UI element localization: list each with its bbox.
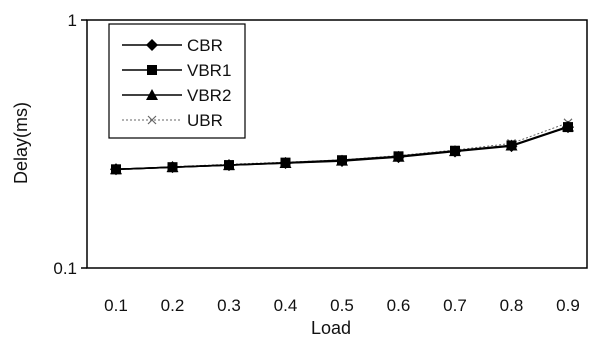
data-point-cbr: [279, 157, 292, 170]
x-tick-label: 0.9: [556, 296, 580, 315]
data-point-cbr: [223, 159, 235, 172]
x-tick-label: 0.5: [330, 296, 354, 315]
legend-marker-ubr: [147, 115, 157, 125]
y-axis-ticks: 10.1: [53, 11, 87, 278]
series-cbr: [110, 121, 574, 176]
x-tick-label: 0.2: [161, 296, 185, 315]
x-axis-ticks: 0.1 0.2 0.3 0.4 0.5 0.6 0.7 0.8 0.9: [104, 296, 580, 315]
x-axis-title: Load: [311, 318, 351, 338]
legend-marker-vbr1: [147, 65, 157, 75]
legend-label-vbr2: VBR2: [187, 86, 231, 105]
legend-box: [108, 23, 246, 139]
data-point-cbr: [110, 163, 122, 176]
y-axis-title: Delay(ms): [11, 102, 31, 184]
legend-marker-vbr2: [146, 89, 158, 100]
legend-marker-cbr: [146, 39, 158, 51]
legend-entry-ubr: UBR: [122, 111, 223, 130]
data-point-cbr: [392, 151, 405, 164]
legend: CBR VBR1 VBR2 UBR: [108, 23, 246, 139]
legend-label-vbr1: VBR1: [187, 61, 231, 80]
x-tick-label: 0.1: [104, 296, 128, 315]
legend-entry-cbr: CBR: [122, 36, 223, 55]
data-point-cbr: [449, 145, 461, 158]
legend-entry-vbr2: VBR2: [122, 86, 231, 105]
plot-frame: [86, 19, 588, 269]
legend-label-cbr: CBR: [187, 36, 223, 55]
y-tick-label: 1: [68, 11, 77, 30]
legend-entry-vbr1: VBR1: [122, 61, 231, 80]
x-tick-label: 0.6: [387, 296, 411, 315]
x-tick-label: 0.7: [443, 296, 467, 315]
data-point-cbr: [336, 155, 348, 168]
data-point-cbr: [505, 140, 518, 153]
legend-label-ubr: UBR: [187, 111, 223, 130]
series-lines: [110, 118, 574, 176]
data-point-cbr: [166, 161, 179, 174]
x-tick-label: 0.3: [217, 296, 241, 315]
x-tick-label: 0.4: [274, 296, 298, 315]
x-tick-label: 0.8: [500, 296, 524, 315]
y-tick-label: 0.1: [53, 259, 77, 278]
series-line-ubr: [115, 122, 569, 170]
plot-area: [86, 19, 588, 269]
data-point-cbr: [562, 121, 574, 134]
